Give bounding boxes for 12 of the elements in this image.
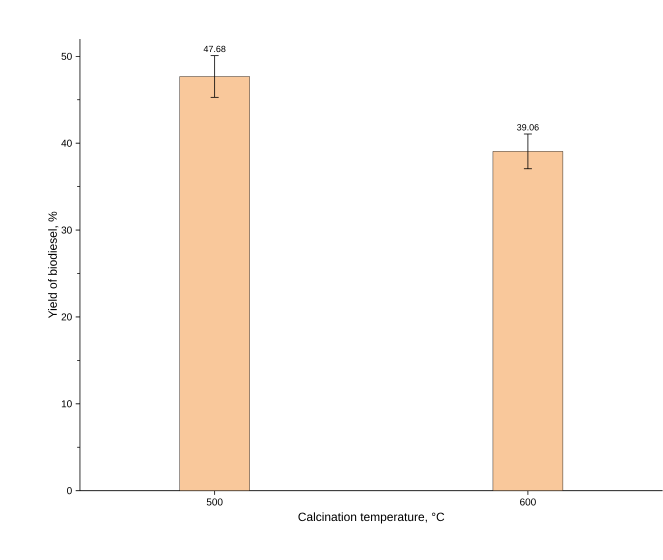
- y-tick-label: 0: [67, 487, 72, 494]
- y-tick-label: 40: [61, 140, 72, 147]
- data-label: 47.68: [204, 46, 226, 52]
- x-axis-title: Calcination temperature, °C: [298, 512, 444, 524]
- x-tick-label: 500: [206, 498, 223, 506]
- y-tick-label: 10: [62, 400, 72, 408]
- y-tick-label: 50: [62, 52, 72, 60]
- data-label: 39.06: [517, 124, 539, 131]
- y-axis-title: Yield of biodiesel, %: [48, 212, 58, 318]
- x-tick-label: 600: [520, 498, 536, 506]
- y-tick-label: 20: [62, 314, 72, 321]
- y-tick-label: 30: [61, 226, 72, 234]
